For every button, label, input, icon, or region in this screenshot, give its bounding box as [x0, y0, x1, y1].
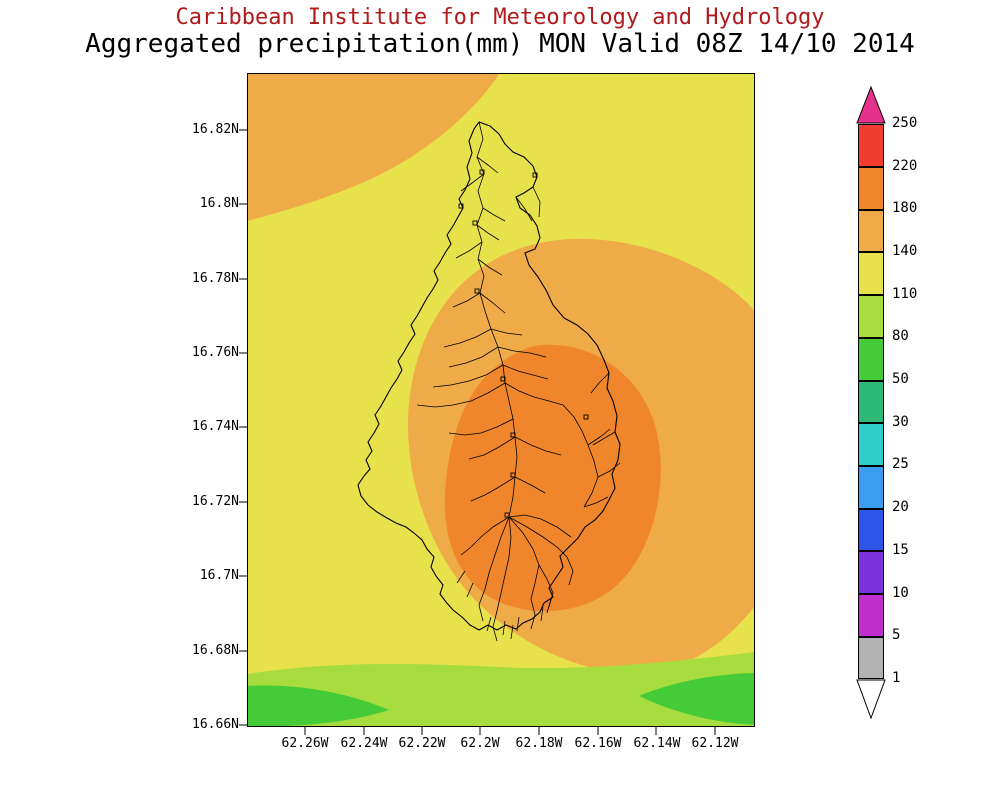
y-tick-label: 16.72N [192, 494, 239, 509]
colorbar-label: 30 [892, 414, 909, 430]
precip-region-nw-band [247, 73, 500, 221]
y-tick-label: 16.78N [192, 271, 239, 286]
precip-region-sw-corner [247, 685, 389, 727]
colorbar-segment [858, 423, 884, 466]
x-tick-label: 62.22W [398, 736, 446, 751]
colorbar-segment [858, 252, 884, 295]
colorbar-label: 1 [892, 670, 901, 686]
plot-border [247, 73, 755, 727]
island-coastline [357, 121, 621, 631]
y-tick-label: 16.76N [192, 345, 239, 360]
precip-region-se-corner [639, 673, 755, 725]
colorbar-segment [858, 637, 884, 679]
y-tick-label: 16.66N [192, 717, 239, 732]
y-tick-label: 16.68N [192, 643, 239, 658]
colorbar-segment [858, 594, 884, 637]
colorbar-label: 140 [892, 243, 918, 259]
colorbar-bottom-arrow-icon [856, 679, 886, 719]
colorbar-segment [858, 381, 884, 423]
colorbar-segment [858, 338, 884, 381]
colorbar-label: 10 [892, 585, 909, 601]
colorbar-label: 15 [892, 542, 909, 558]
y-tick-label: 16.74N [192, 419, 239, 434]
colorbar-top-arrow-icon [856, 86, 886, 124]
drainage-network [416, 121, 621, 642]
colorbar-segment [858, 210, 884, 252]
x-tick-label: 62.26W [281, 736, 329, 751]
org-title: Caribbean Institute for Meteorology and … [175, 5, 825, 30]
colorbar-segment [858, 466, 884, 509]
colorbar-label: 80 [892, 328, 909, 344]
map-plot [247, 73, 755, 727]
y-tick-label: 16.8N [199, 196, 239, 211]
x-axis-ticks [304, 727, 716, 735]
plot-title: Aggregated precipitation(mm) MON Valid 0… [85, 29, 915, 59]
colorbar [858, 124, 884, 679]
colorbar-label: 50 [892, 371, 909, 387]
colorbar-label: 180 [892, 200, 918, 216]
y-tick-label: 16.7N [199, 568, 239, 583]
x-tick-label: 62.16W [574, 736, 622, 751]
colorbar-segment [858, 167, 884, 210]
colorbar-segment [858, 509, 884, 551]
colorbar-segment [858, 124, 884, 167]
y-tick-label: 16.82N [192, 122, 239, 137]
colorbar-label: 20 [892, 499, 909, 515]
x-tick-label: 62.12W [691, 736, 739, 751]
x-tick-label: 62.2W [460, 736, 500, 751]
colorbar-label: 110 [892, 286, 918, 302]
x-tick-label: 62.18W [515, 736, 563, 751]
colorbar-segment [858, 295, 884, 338]
colorbar-label: 220 [892, 158, 918, 174]
colorbar-label: 5 [892, 627, 901, 643]
colorbar-label: 25 [892, 456, 909, 472]
colorbar-segment [858, 551, 884, 594]
station-markers [458, 169, 589, 518]
y-axis-ticks [239, 129, 247, 726]
x-tick-label: 62.24W [340, 736, 388, 751]
x-tick-label: 62.14W [633, 736, 681, 751]
colorbar-label: 250 [892, 115, 918, 131]
